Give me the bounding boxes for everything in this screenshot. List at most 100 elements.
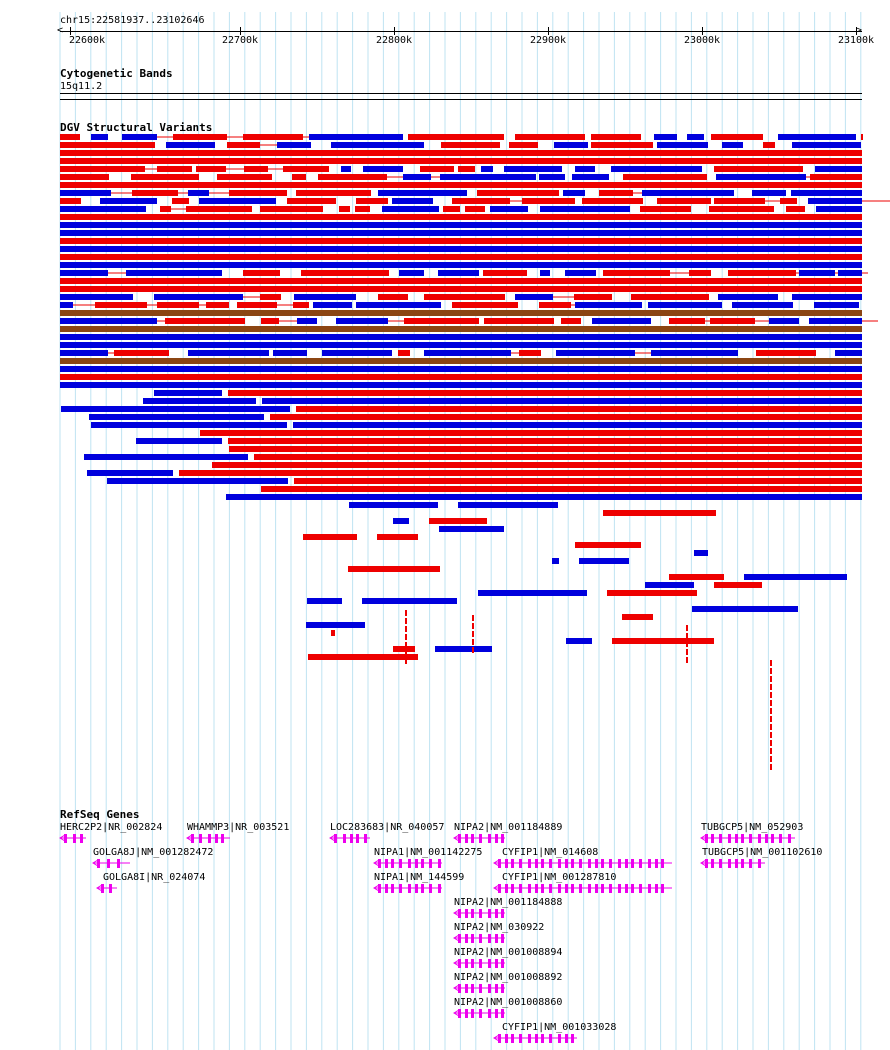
gene-exon[interactable] bbox=[771, 834, 774, 843]
dgv-variant-bar[interactable] bbox=[318, 174, 387, 180]
dgv-variant-bar[interactable] bbox=[478, 590, 587, 596]
dgv-variant-bar[interactable] bbox=[711, 134, 763, 140]
gene-exon[interactable] bbox=[501, 1009, 504, 1018]
gene-exon[interactable] bbox=[117, 859, 120, 868]
dgv-variant-bar[interactable] bbox=[669, 574, 724, 580]
dgv-variant-bar[interactable] bbox=[622, 614, 653, 620]
dgv-variant-bar[interactable] bbox=[424, 294, 505, 300]
dgv-variant-bar[interactable] bbox=[60, 334, 862, 340]
dgv-variant-bar[interactable] bbox=[61, 406, 290, 412]
gene-exon[interactable] bbox=[438, 859, 441, 868]
dgv-variant-bar[interactable] bbox=[60, 214, 862, 220]
gene-exon[interactable] bbox=[609, 859, 612, 868]
dgv-variant-bar[interactable] bbox=[217, 174, 272, 180]
dgv-variant-bar[interactable] bbox=[306, 622, 365, 628]
dgv-variant-bar[interactable] bbox=[60, 230, 862, 236]
gene-exon[interactable] bbox=[711, 859, 714, 868]
dgv-variant-bar[interactable] bbox=[438, 270, 479, 276]
gene-exon[interactable] bbox=[565, 859, 568, 868]
gene-exon[interactable] bbox=[528, 1034, 531, 1043]
dgv-variant-bar[interactable] bbox=[484, 318, 554, 324]
dgv-variant-bar[interactable] bbox=[686, 625, 688, 631]
dgv-variant-bar[interactable] bbox=[808, 198, 862, 204]
dgv-variant-bar[interactable] bbox=[591, 142, 653, 148]
gene-exon[interactable] bbox=[471, 984, 474, 993]
dgv-variant-bar[interactable] bbox=[60, 222, 862, 228]
dgv-variant-bar[interactable] bbox=[769, 318, 799, 324]
gene-exon[interactable] bbox=[471, 959, 474, 968]
gene-exon[interactable] bbox=[788, 834, 791, 843]
gene-exon[interactable] bbox=[429, 859, 432, 868]
gene-exon[interactable] bbox=[471, 934, 474, 943]
dgv-variant-bar[interactable] bbox=[452, 302, 518, 308]
dgv-variant-bar[interactable] bbox=[540, 206, 630, 212]
gene-exon[interactable] bbox=[549, 859, 552, 868]
dgv-variant-bar[interactable] bbox=[313, 302, 352, 308]
dgv-variant-bar[interactable] bbox=[261, 318, 279, 324]
gene-exon[interactable] bbox=[588, 884, 591, 893]
dgv-variant-bar[interactable] bbox=[770, 732, 772, 738]
dgv-variant-bar[interactable] bbox=[60, 270, 108, 276]
dgv-variant-bar[interactable] bbox=[229, 446, 862, 452]
gene-exon[interactable] bbox=[541, 1034, 544, 1043]
gene-exon[interactable] bbox=[465, 834, 468, 843]
dgv-variant-bar[interactable] bbox=[270, 414, 862, 420]
dgv-variant-bar[interactable] bbox=[472, 639, 474, 645]
dgv-variant-bar[interactable] bbox=[692, 606, 798, 612]
dgv-variant-bar[interactable] bbox=[539, 302, 571, 308]
gene-exon[interactable] bbox=[601, 884, 604, 893]
gene-exon[interactable] bbox=[549, 884, 552, 893]
dgv-variant-bar[interactable] bbox=[770, 668, 772, 674]
gene-exon[interactable] bbox=[519, 859, 522, 868]
dgv-variant-bar[interactable] bbox=[244, 166, 268, 172]
gene-exon[interactable] bbox=[579, 884, 582, 893]
dgv-variant-bar[interactable] bbox=[341, 166, 351, 172]
dgv-variant-bar[interactable] bbox=[60, 254, 862, 260]
dgv-variant-bar[interactable] bbox=[200, 430, 862, 436]
dgv-variant-bar[interactable] bbox=[519, 350, 541, 356]
gene-exon[interactable] bbox=[609, 884, 612, 893]
dgv-variant-bar[interactable] bbox=[814, 302, 859, 308]
gene-exon[interactable] bbox=[479, 909, 482, 918]
dgv-variant-bar[interactable] bbox=[154, 294, 243, 300]
gene-exon[interactable] bbox=[741, 834, 744, 843]
dgv-variant-bar[interactable] bbox=[60, 326, 862, 332]
dgv-variant-bar[interactable] bbox=[60, 182, 862, 188]
gene-exon[interactable] bbox=[565, 884, 568, 893]
dgv-variant-bar[interactable] bbox=[260, 294, 281, 300]
gene-label[interactable]: NIPA1|NM_144599 bbox=[374, 872, 465, 883]
dgv-variant-bar[interactable] bbox=[408, 134, 504, 140]
dgv-variant-bar[interactable] bbox=[228, 390, 862, 396]
dgv-variant-bar[interactable] bbox=[154, 390, 222, 396]
dgv-variant-bar[interactable] bbox=[60, 134, 80, 140]
dgv-variant-bar[interactable] bbox=[339, 206, 350, 212]
dgv-variant-bar[interactable] bbox=[710, 318, 755, 324]
gene-exon[interactable] bbox=[541, 859, 544, 868]
gene-exon[interactable] bbox=[495, 959, 498, 968]
gene-exon[interactable] bbox=[705, 834, 708, 843]
gene-exon[interactable] bbox=[625, 859, 628, 868]
dgv-variant-bar[interactable] bbox=[515, 294, 553, 300]
gene-exon[interactable] bbox=[408, 859, 411, 868]
gene-exon[interactable] bbox=[758, 859, 761, 868]
dgv-variant-bar[interactable] bbox=[362, 598, 457, 604]
dgv-variant-bar[interactable] bbox=[60, 302, 73, 308]
dgv-variant-bar[interactable] bbox=[770, 684, 772, 690]
gene-exon[interactable] bbox=[758, 834, 761, 843]
gene-exon[interactable] bbox=[429, 884, 432, 893]
gene-exon[interactable] bbox=[458, 834, 461, 843]
dgv-variant-bar[interactable] bbox=[322, 350, 392, 356]
gene-exon[interactable] bbox=[465, 1009, 468, 1018]
dgv-variant-bar[interactable] bbox=[686, 641, 688, 647]
dgv-variant-bar[interactable] bbox=[157, 302, 199, 308]
gene-exon[interactable] bbox=[528, 859, 531, 868]
dgv-variant-bar[interactable] bbox=[157, 166, 192, 172]
dgv-variant-bar[interactable] bbox=[404, 318, 479, 324]
dgv-variant-bar[interactable] bbox=[763, 142, 775, 148]
gene-exon[interactable] bbox=[399, 884, 402, 893]
dgv-variant-bar[interactable] bbox=[631, 294, 709, 300]
dgv-variant-bar[interactable] bbox=[778, 134, 856, 140]
gene-label[interactable]: CYFIP1|NM_014608 bbox=[502, 847, 599, 858]
dgv-variant-bar[interactable] bbox=[756, 350, 816, 356]
gene-exon[interactable] bbox=[639, 859, 642, 868]
